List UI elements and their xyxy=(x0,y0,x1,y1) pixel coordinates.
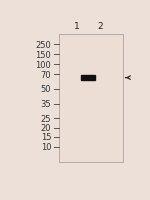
Text: 35: 35 xyxy=(41,100,51,109)
Text: 70: 70 xyxy=(41,70,51,79)
Bar xyxy=(59,35,123,162)
Text: 2: 2 xyxy=(97,22,103,31)
Text: 250: 250 xyxy=(36,40,51,49)
Text: 1: 1 xyxy=(74,22,80,31)
Text: 15: 15 xyxy=(41,133,51,142)
Text: 25: 25 xyxy=(41,114,51,123)
Text: 150: 150 xyxy=(36,50,51,59)
Text: 100: 100 xyxy=(36,60,51,69)
Text: 50: 50 xyxy=(41,85,51,94)
Text: 20: 20 xyxy=(41,123,51,132)
Bar xyxy=(81,76,95,81)
Text: 10: 10 xyxy=(41,143,51,152)
